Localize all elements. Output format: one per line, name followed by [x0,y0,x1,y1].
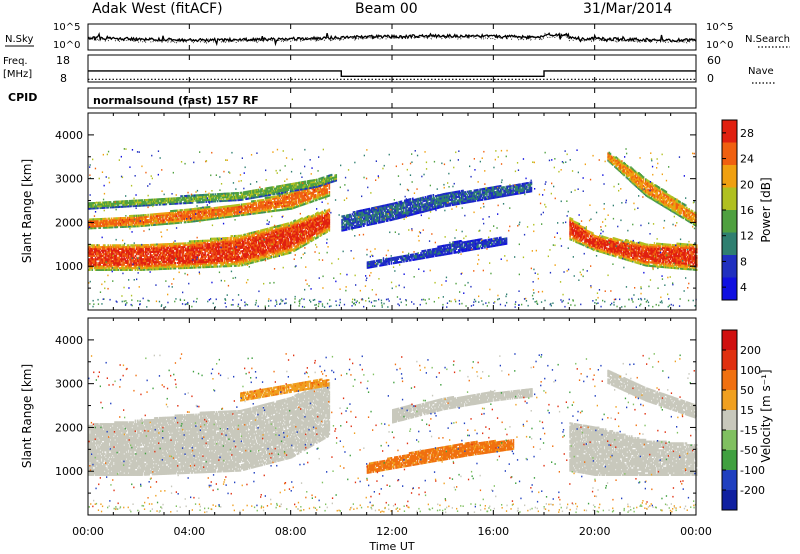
nave-tick-bottom: 0 [707,72,714,85]
freq-label: Freq. [3,56,28,67]
freq-unit-label: [MHz] [3,69,32,80]
freq-trace [88,71,696,76]
cpid-label: CPID [8,91,37,104]
nsearch-tick-bottom: 10^0 [706,40,733,51]
nave-label: Nave [748,66,774,77]
freq-tick-bottom: 8 [60,72,67,85]
freq-tick-top: 18 [56,54,70,67]
cpid-text: normalsound (fast) 157 RF [93,94,259,107]
heatmap-cell [227,237,229,239]
site-title: Adak West (fitACF) [92,1,223,17]
nsky-trace [88,33,696,44]
cpid-panel: CPID normalsound (fast) 157 RF [8,88,696,108]
figure-canvas: Adak West (fitACF) Beam 00 31/Mar/2014 N… [0,0,800,554]
nsky-label: N.Sky [5,34,33,45]
power-data-layer [88,148,698,308]
beam-label: Beam 00 [355,1,418,17]
date-label: 31/Mar/2014 [583,1,672,17]
freq-panel: Freq. [MHz] 18 8 60 0 Nave [3,54,775,85]
heatmap-cell [175,262,177,264]
nsky-tick-top: 10^5 [53,22,80,33]
nsearch-tick-top: 10^5 [706,22,733,33]
heatmap-cell [217,266,219,268]
nave-tick-top: 60 [707,54,721,67]
nsky-tick-bottom: 10^0 [53,40,80,51]
nsearch-label: N.Search [745,34,790,45]
nsky-panel: N.Sky 10^5 10^0 10^5 10^0 N.Search [5,22,790,51]
